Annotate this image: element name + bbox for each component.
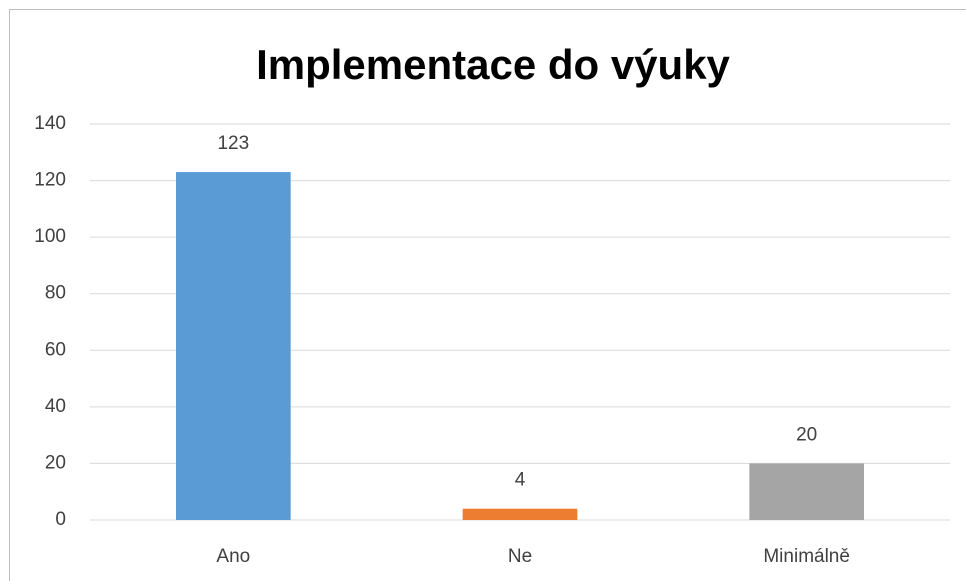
y-tick-label: 60 — [45, 339, 66, 360]
y-tick-label: 100 — [34, 226, 66, 247]
y-tick-label: 20 — [45, 452, 66, 473]
y-tick-label: 80 — [45, 283, 66, 304]
x-tick-label: Ne — [508, 546, 532, 567]
x-tick-label: Ano — [216, 546, 250, 567]
data-label: 4 — [515, 470, 526, 491]
data-label: 20 — [796, 424, 817, 445]
y-tick-label: 0 — [55, 509, 66, 530]
bar — [462, 508, 578, 520]
y-tick-label: 120 — [34, 170, 66, 191]
data-label: 123 — [217, 133, 249, 154]
chart-title: Implementace do výuky — [256, 41, 730, 88]
bar — [749, 463, 864, 520]
y-tick-label: 140 — [34, 113, 66, 134]
x-tick-label: Minimálně — [763, 546, 850, 567]
bar — [176, 172, 291, 521]
y-tick-label: 40 — [45, 396, 66, 417]
